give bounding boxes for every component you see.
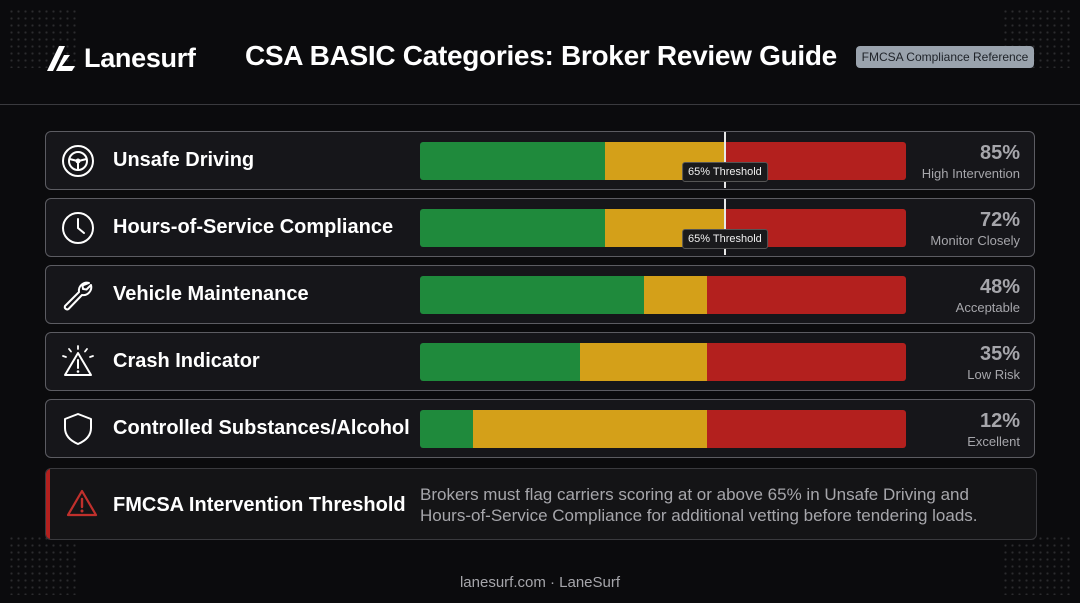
status-label: Excellent — [967, 434, 1020, 449]
category-label: Vehicle Maintenance — [113, 283, 309, 305]
note-title: FMCSA Intervention Threshold — [113, 494, 406, 516]
decor-dots-bottom-right — [1002, 535, 1072, 595]
bar-segment-yellow — [580, 343, 707, 381]
threshold-marker — [723, 199, 726, 255]
risk-bar — [420, 276, 906, 314]
page-title: CSA BASIC Categories: Broker Review Guid… — [245, 40, 837, 71]
category-row-hours-of-service-compliance[interactable]: Hours-of-Service Compliance 65% Threshold… — [45, 198, 1035, 257]
category-label: Unsafe Driving — [113, 149, 255, 171]
brand-logo[interactable]: Lanesurf — [44, 42, 196, 74]
status-label: High Intervention — [921, 166, 1020, 181]
risk-bar — [420, 343, 906, 381]
score-value: 72% — [979, 209, 1020, 231]
bar-segment-green — [420, 142, 605, 180]
clock-icon — [62, 212, 94, 244]
category-label: Crash Indicator — [113, 350, 260, 372]
bar-segment-red — [706, 343, 906, 381]
risk-bar — [420, 209, 906, 247]
threshold-note: FMCSA Intervention Threshold Brokers mus… — [45, 468, 1037, 540]
shield-icon — [64, 413, 92, 445]
status-label: Monitor Closely — [930, 233, 1020, 248]
score-value: 35% — [979, 343, 1020, 365]
risk-bar — [420, 410, 906, 448]
bar-segment-red — [706, 410, 906, 448]
alert-triangle-icon — [66, 489, 98, 517]
basic-category-chart: Unsafe Driving 65% Threshold 85% High Inter… — [45, 131, 1035, 466]
bar-segment-yellow — [643, 276, 707, 314]
warning-triangle-icon — [62, 345, 94, 376]
bar-segment-green — [420, 276, 644, 314]
category-label: Hours-of-Service Compliance — [113, 216, 394, 238]
header: Lanesurf CSA BASIC Categories: Broker Re… — [0, 0, 1080, 105]
bar-segment-green — [420, 209, 605, 247]
wrench-icon — [63, 281, 93, 311]
brand-name: Lanesurf — [84, 42, 196, 73]
score-value: 12% — [979, 410, 1020, 432]
threshold-marker — [723, 132, 726, 188]
steering-wheel-icon — [62, 145, 94, 177]
risk-bar — [420, 142, 906, 180]
note-text: Brokers must flag carriers scoring at or… — [420, 485, 978, 525]
category-row-vehicle-maintenance[interactable]: Vehicle Maintenance 48% Acceptable — [45, 265, 1035, 324]
lanesurf-logo-icon — [47, 46, 75, 71]
footer-text[interactable]: lanesurf.com · LaneSurf — [459, 574, 621, 591]
status-label: Acceptable — [955, 300, 1020, 315]
bar-segment-red — [706, 276, 906, 314]
category-row-crash-indicator[interactable]: Crash Indicator 35% Low Risk — [45, 332, 1035, 391]
bar-segment-green — [420, 410, 474, 448]
reference-badge: FMCSA Compliance Reference — [856, 46, 1034, 68]
score-value: 48% — [979, 276, 1020, 298]
threshold-label: 65% Threshold — [681, 229, 768, 249]
status-label: Low Risk — [967, 367, 1020, 382]
threshold-label: 65% Threshold — [681, 162, 768, 182]
category-label: Controlled Substances/Alcohol — [113, 417, 410, 439]
decor-dots-bottom-left — [8, 535, 78, 595]
bar-segment-yellow — [473, 410, 707, 448]
note-accent-stripe — [46, 469, 50, 539]
category-row-controlled-substances-alcohol[interactable]: Controlled Substances/Alcohol 12% Excellen… — [45, 399, 1035, 458]
category-row-unsafe-driving[interactable]: Unsafe Driving 65% Threshold 85% High Inter… — [45, 131, 1035, 190]
score-value: 85% — [979, 142, 1020, 164]
bar-segment-green — [420, 343, 581, 381]
